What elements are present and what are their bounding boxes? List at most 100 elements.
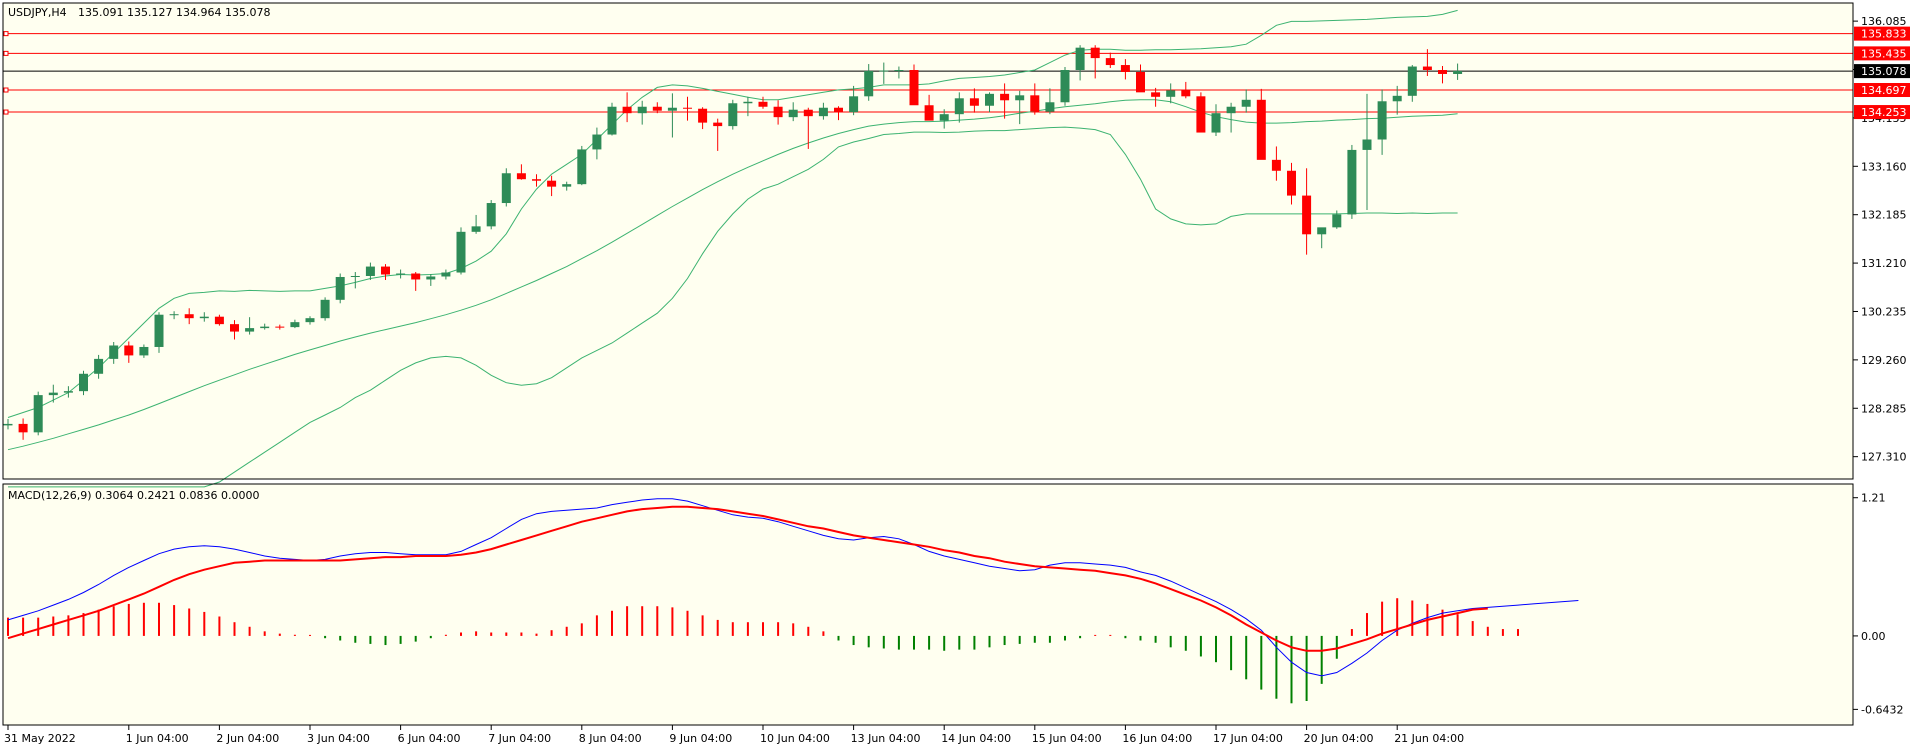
candle-body [350,275,360,277]
candle-body [954,98,964,115]
time-tick-label: 3 Jun 04:00 [307,732,370,745]
level-price-label: 134.253 [1861,106,1907,119]
candle-body [652,106,662,111]
candle [864,64,874,101]
candle [365,262,375,280]
candle-body [788,109,798,118]
candle [1302,168,1312,255]
candle-body [1000,93,1010,101]
candle [1136,64,1145,93]
candle-body [894,70,904,72]
time-tick-label: 16 Jun 04:00 [1122,732,1192,745]
candle [1332,210,1342,229]
time-tick-label: 20 Jun 04:00 [1304,732,1374,745]
time-tick-label: 14 Jun 04:00 [941,732,1011,745]
candle [199,312,209,322]
candle [154,312,164,353]
candle-body [471,226,481,232]
candle [396,269,406,279]
time-tick-label: 7 Jun 04:00 [488,732,551,745]
candle-body [818,107,828,117]
candle-body [864,71,874,97]
candle-body [1226,106,1236,114]
price-tick-label: 128.285 [1861,402,1907,415]
main-window-frame [2,2,1854,480]
candle-body [230,324,239,332]
macd-line [7,498,1579,677]
candle [139,344,149,358]
candle-body [94,358,104,374]
candle [1181,81,1191,99]
horizontal-levels [3,31,1853,115]
candle-body [1136,71,1145,93]
candle [803,107,813,149]
candle [788,102,798,122]
candle-body [3,423,13,426]
candle [3,418,13,430]
candle [743,96,753,117]
candle-body [1453,71,1463,74]
candle [411,272,421,291]
candle [79,370,88,396]
candle-body [969,98,979,106]
candle-body [1105,58,1115,66]
candle-body [924,105,934,121]
candle-body [124,345,134,356]
time-tick-label: 13 Jun 04:00 [851,732,921,745]
candle-body [879,70,889,72]
candle [909,64,919,106]
candle [18,418,28,440]
candle [1015,90,1025,125]
candle [214,314,224,326]
candle-body [365,266,375,276]
candle [1407,65,1417,102]
candle-body [320,299,330,319]
candle-body [154,314,164,347]
candle-body [532,179,541,181]
symbol-header: USDJPY,H4 [8,6,67,19]
candle [985,92,994,113]
candle-body [381,266,390,275]
main-window-bg [3,3,1853,479]
candle-body [1256,99,1266,160]
candle [1030,83,1040,115]
candle [381,264,390,280]
time-tick-label: 6 Jun 04:00 [398,732,461,745]
candle [124,341,134,363]
candle-body [758,101,768,107]
candle [501,168,511,207]
candle [245,317,255,335]
candle-body [441,272,451,277]
candle-body [1166,90,1176,97]
candle [33,391,43,436]
price-tick-label: 136.085 [1861,15,1907,28]
price-tick-label: 132.185 [1861,209,1907,222]
candle-body [562,184,572,187]
level-handle [3,31,9,37]
candle [1060,67,1070,106]
candle [1211,104,1221,137]
candle [1317,227,1327,249]
candle [426,274,436,286]
candle-body [1015,95,1025,101]
candle-body [577,149,587,185]
candle [63,386,73,398]
candle-body [1181,90,1191,97]
candle-body [1045,102,1055,112]
candle [1151,87,1161,107]
candle-body [683,107,692,109]
candle-body [1377,101,1387,140]
candle [1377,89,1387,155]
candle [1000,83,1010,119]
candle [1438,66,1447,84]
candle [758,96,768,109]
candle [94,354,104,379]
level-handle [3,87,9,93]
candle-body [48,392,58,396]
candle-body [939,114,949,121]
time-axis: 31 May 2022 1 Jun 04:00 2 Jun 04:00 3 Jun 0… [4,725,1464,745]
candle-body [834,107,843,113]
candle [486,200,496,230]
candle [1392,85,1402,115]
